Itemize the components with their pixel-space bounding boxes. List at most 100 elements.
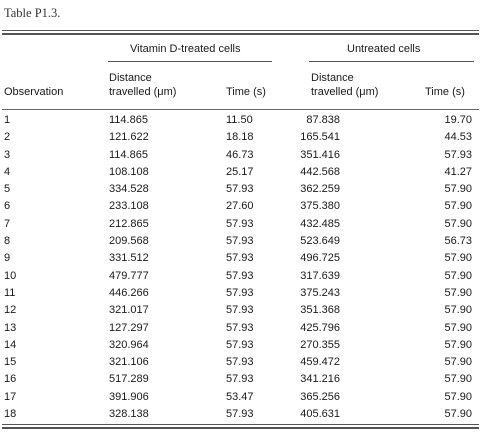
cell-time-untreated: 57.93 [444,148,472,161]
table-row: 1 114.865 11.50 87.838 19.70 [0,112,481,129]
cell-distance-untreated: 165.541 [300,131,340,144]
cell-time-treated: 57.93 [226,373,254,386]
cell-observation: 10 [4,269,17,282]
cell-distance-treated: 334.528 [109,183,149,196]
column-header-distance-treated: Distance travelled (μm) [109,72,176,99]
cell-time-treated: 46.73 [226,148,254,161]
column-header-time-treated: Time (s) [226,86,266,98]
cell-observation: 9 [4,252,11,265]
group-rule-untreated [309,61,474,62]
header-rule [2,109,479,110]
column-header-line: travelled (μm) [109,86,177,98]
cell-time-untreated: 57.90 [444,356,472,369]
cell-distance-untreated: 365.256 [300,390,340,403]
cell-distance-untreated: 270.355 [300,338,340,351]
cell-distance-treated: 127.297 [109,321,149,334]
group-rule-treated [108,61,272,62]
table-row: 17 391.906 53.47 365.256 57.90 [0,389,481,406]
cell-distance-treated: 321.017 [109,304,149,317]
cell-observation: 8 [4,235,11,248]
cell-distance-treated: 108.108 [109,165,149,178]
cell-time-treated: 57.93 [226,356,254,369]
cell-time-treated: 57.93 [226,304,254,317]
cell-distance-treated: 331.512 [109,252,149,265]
cell-distance-treated: 391.906 [109,390,149,403]
table-row: 9 331.512 57.93 496.725 57.90 [0,250,481,267]
cell-time-treated: 53.47 [226,390,254,403]
cell-distance-treated: 479.777 [109,269,149,282]
cell-time-untreated: 19.70 [444,114,472,126]
cell-distance-treated: 328.138 [109,408,149,421]
table-row: 8 209.568 57.93 523.649 56.73 [0,233,481,250]
table-row: 15 321.106 57.93 459.472 57.90 [0,354,481,371]
table-row: 5 334.528 57.93 362.259 57.90 [0,181,481,198]
cell-observation: 15 [4,356,17,369]
cell-distance-untreated: 317.639 [300,269,340,282]
cell-distance-treated: 114.865 [109,114,148,126]
cell-time-untreated: 41.27 [444,165,472,178]
cell-distance-untreated: 375.243 [300,286,340,299]
cell-distance-untreated: 351.368 [300,304,340,317]
cell-observation: 6 [4,200,11,213]
cell-observation: 12 [4,304,17,317]
cell-distance-untreated: 442.568 [300,165,340,178]
cell-observation: 5 [4,183,11,196]
cell-observation: 18 [4,408,17,421]
cell-distance-treated: 517.289 [109,373,149,386]
cell-time-untreated: 57.90 [444,286,472,299]
cell-distance-treated: 209.568 [109,235,149,248]
table-row: 4 108.108 25.17 442.568 41.27 [0,164,481,181]
column-header-line: travelled (μm) [311,86,379,98]
cell-observation: 1 [4,114,11,126]
cell-time-treated: 57.93 [226,269,254,282]
cell-distance-untreated: 362.259 [300,183,340,196]
cell-time-untreated: 57.90 [444,390,472,403]
cell-distance-treated: 233.108 [109,200,149,213]
cell-time-treated: 57.93 [226,338,254,351]
table-row: 12 321.017 57.93 351.368 57.90 [0,302,481,319]
bottom-rule [2,424,479,425]
cell-time-treated: 27.60 [226,200,254,213]
table-row: 10 479.777 57.93 317.639 57.90 [0,268,481,285]
cell-time-untreated: 57.90 [444,373,472,386]
cell-time-untreated: 57.90 [444,252,472,265]
column-header-line: Distance [109,72,152,84]
cell-distance-untreated: 351.416 [300,148,340,161]
cell-time-untreated: 57.90 [444,200,472,213]
top-rule [2,30,479,31]
table-body: 1 114.865 11.50 87.838 19.70 2 121.622 18.18 165… [0,112,481,423]
table-row: 16 517.289 57.93 341.216 57.90 [0,371,481,388]
cell-time-untreated: 56.73 [444,235,472,248]
cell-observation: 2 [4,131,11,144]
cell-time-untreated: 44.53 [444,131,472,144]
table-row: 13 127.297 57.93 425.796 57.90 [0,320,481,337]
cell-time-treated: 11.50 [226,114,253,126]
group-header-treated: Vitamin D-treated cells [130,43,241,55]
cell-time-treated: 25.17 [226,165,254,178]
cell-observation: 17 [4,390,17,403]
cell-observation: 7 [4,217,11,230]
cell-time-treated: 57.93 [226,217,254,230]
cell-time-untreated: 57.90 [444,183,472,196]
cell-observation: 11 [4,286,16,299]
table-row: 14 320.964 57.93 270.355 57.90 [0,337,481,354]
cell-distance-untreated: 432.485 [300,217,340,230]
top-rule-thick [2,33,479,35]
cell-distance-untreated: 523.649 [300,235,340,248]
cell-distance-untreated: 87.838 [306,114,340,126]
table-row: 11 446.266 57.93 375.243 57.90 [0,285,481,302]
cell-distance-treated: 446.266 [109,286,149,299]
cell-time-treated: 57.93 [226,286,254,299]
cell-distance-untreated: 375.380 [300,200,340,213]
cell-observation: 4 [4,165,11,178]
table-row: 18 328.138 57.93 405.631 57.90 [0,406,481,423]
table-row: 7 212.865 57.93 432.485 57.90 [0,216,481,233]
cell-distance-untreated: 341.216 [300,373,340,386]
cell-distance-treated: 121.622 [109,131,149,144]
group-header-untreated: Untreated cells [347,43,421,55]
cell-time-treated: 57.93 [226,408,254,421]
cell-time-treated: 18.18 [226,131,254,144]
cell-distance-treated: 320.964 [109,338,149,351]
column-header-time-untreated: Time (s) [425,86,465,98]
cell-distance-untreated: 405.631 [300,408,340,421]
